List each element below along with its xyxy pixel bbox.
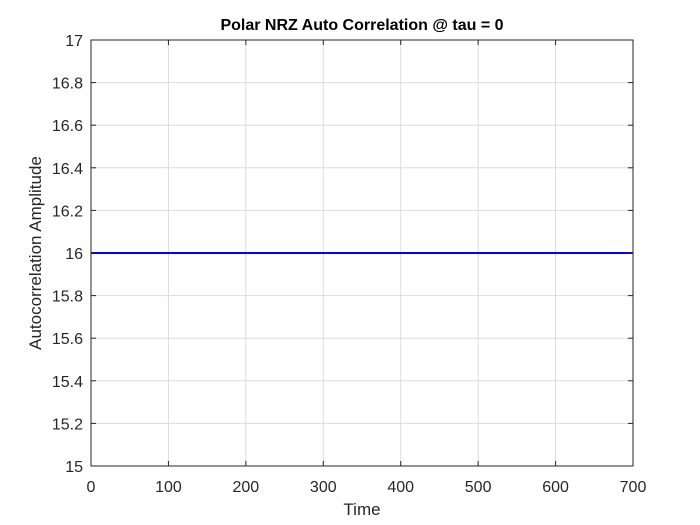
x-tick-label: 700 xyxy=(620,479,647,496)
y-tick-label: 16.2 xyxy=(52,203,83,220)
x-tick-label: 400 xyxy=(387,479,414,496)
x-tick-label: 300 xyxy=(310,479,337,496)
x-tick-label: 500 xyxy=(465,479,492,496)
y-tick-label: 15.8 xyxy=(52,289,83,306)
y-tick-label: 16.4 xyxy=(52,161,83,178)
x-tick-label: 600 xyxy=(542,479,569,496)
y-axis-title: Autocorrelation Amplitude xyxy=(26,156,45,350)
y-tick-label: 16.8 xyxy=(52,76,83,93)
y-tick-labels: 15 15.2 15.4 15.6 15.8 16 16.2 16.4 16.6 16.8 17 xyxy=(52,33,83,476)
y-tick-label: 15.6 xyxy=(52,331,83,348)
x-tick-labels: 0 100 200 300 400 500 600 700 xyxy=(87,479,647,496)
x-axis-title: Time xyxy=(343,500,380,519)
tick-marks xyxy=(90,39,634,467)
y-tick-label: 16 xyxy=(65,246,83,263)
x-tick-label: 200 xyxy=(233,479,260,496)
y-tick-label: 16.6 xyxy=(52,118,83,135)
x-tick-label: 100 xyxy=(155,479,182,496)
x-tick-label: 0 xyxy=(87,479,96,496)
y-tick-label: 15 xyxy=(65,459,83,476)
y-tick-label: 15.4 xyxy=(52,374,83,391)
chart-title: Polar NRZ Auto Correlation @ tau = 0 xyxy=(220,17,503,34)
y-tick-label: 17 xyxy=(65,33,83,50)
y-tick-label: 15.2 xyxy=(52,416,83,433)
